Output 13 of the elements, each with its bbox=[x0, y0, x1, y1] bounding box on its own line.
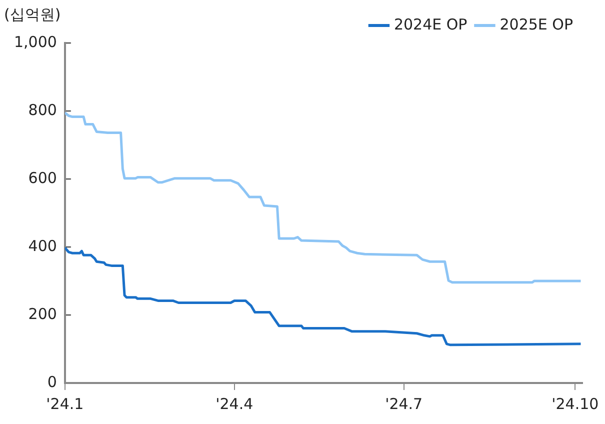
y-tick-label: 0 bbox=[47, 372, 57, 391]
legend-label: 2025E OP bbox=[500, 15, 574, 34]
legend-label: 2024E OP bbox=[394, 15, 468, 34]
x-tick-label: '24.10 bbox=[552, 394, 599, 413]
x-tick-label: '24.4 bbox=[216, 394, 254, 413]
y-tick-label: 600 bbox=[28, 168, 57, 187]
y-tick-label: 1,000 bbox=[14, 32, 57, 51]
y-axis-title: (십억원) bbox=[4, 5, 61, 24]
y-tick-label: 200 bbox=[28, 304, 57, 323]
y-tick-label: 800 bbox=[28, 100, 57, 119]
y-tick-label: 400 bbox=[28, 236, 57, 255]
x-tick-label: '24.7 bbox=[385, 394, 423, 413]
x-tick-label: '24.1 bbox=[46, 394, 84, 413]
